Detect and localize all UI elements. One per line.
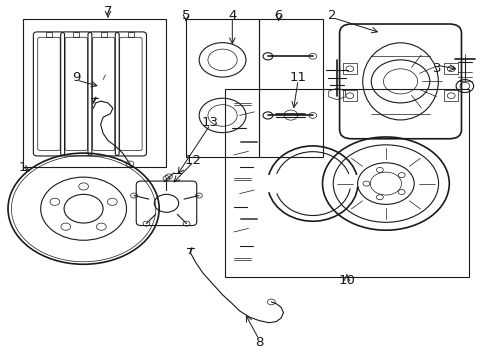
Bar bbox=[342, 63, 356, 74]
Bar bbox=[444, 63, 457, 74]
Text: 12: 12 bbox=[184, 154, 202, 167]
Text: 5: 5 bbox=[182, 9, 190, 22]
Bar bbox=[185, 19, 259, 157]
Bar bbox=[259, 19, 322, 157]
Text: 8: 8 bbox=[254, 336, 263, 348]
Bar bbox=[224, 89, 468, 277]
Text: 2: 2 bbox=[327, 9, 336, 22]
Text: 10: 10 bbox=[338, 274, 355, 287]
Bar bbox=[342, 90, 356, 101]
Bar bbox=[73, 32, 79, 37]
Bar bbox=[128, 32, 134, 37]
Text: 7: 7 bbox=[103, 5, 112, 18]
Text: 9: 9 bbox=[72, 71, 81, 84]
Bar bbox=[444, 90, 457, 101]
Text: 6: 6 bbox=[274, 9, 282, 22]
Text: 1: 1 bbox=[19, 161, 27, 174]
Text: 3: 3 bbox=[432, 62, 441, 75]
Text: 4: 4 bbox=[228, 9, 236, 22]
Text: 13: 13 bbox=[202, 116, 219, 129]
Text: 11: 11 bbox=[289, 71, 306, 84]
Bar bbox=[46, 32, 52, 37]
Bar bbox=[22, 19, 166, 167]
Bar bbox=[101, 32, 106, 37]
